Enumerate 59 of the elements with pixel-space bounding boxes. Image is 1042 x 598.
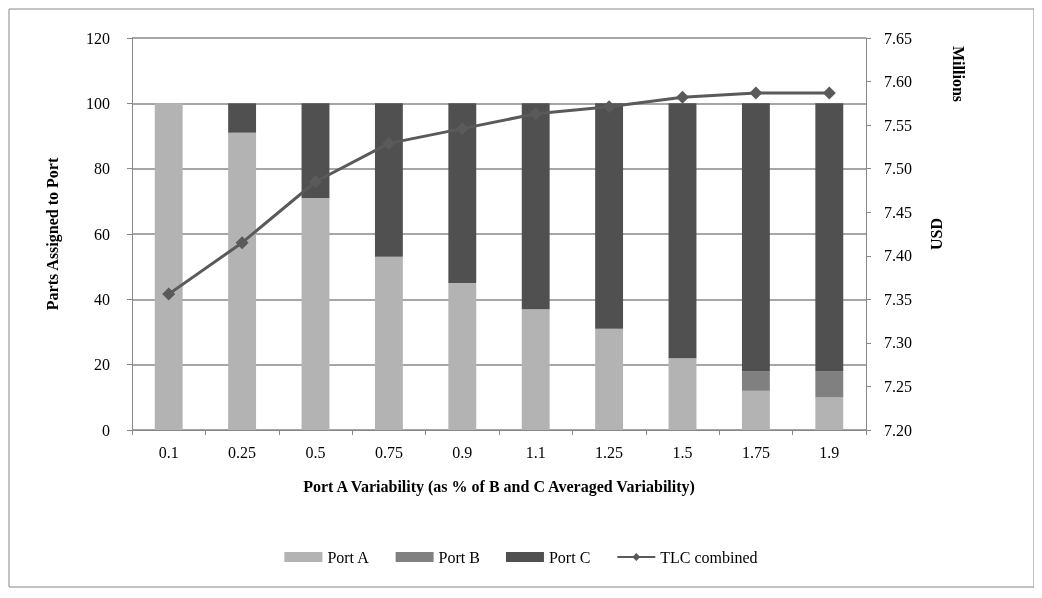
legend-label: Port C <box>548 548 591 566</box>
bar <box>741 371 770 391</box>
y2-tick-label: 7.40 <box>884 247 912 265</box>
point <box>162 287 176 301</box>
y2-tick-label: 7.65 <box>884 29 912 47</box>
y-tick-label: 120 <box>86 29 110 47</box>
y-tick-label: 20 <box>94 356 110 374</box>
legend-label: Port A <box>327 548 370 566</box>
y2-tick-label: 7.30 <box>884 334 912 352</box>
bar <box>228 132 257 430</box>
bar <box>815 103 844 372</box>
bar <box>815 371 844 398</box>
x-tick-label: 0.75 <box>374 443 403 461</box>
bar <box>448 283 477 430</box>
point <box>749 86 763 100</box>
point <box>676 90 689 104</box>
bar <box>668 358 697 430</box>
bar <box>448 103 477 283</box>
bar <box>374 103 403 257</box>
x-tick-label: 0.1 <box>158 443 179 461</box>
x-tick-label: 0.5 <box>305 443 326 461</box>
y-tick-label: 40 <box>94 290 110 308</box>
bar <box>374 256 403 430</box>
text: Millions <box>949 46 967 103</box>
x-tick-label: 0.9 <box>452 443 473 461</box>
bar <box>154 103 183 430</box>
bar <box>521 309 550 430</box>
y2-axis-title: USD <box>927 217 945 251</box>
legend-label: Port B <box>438 548 480 566</box>
bar <box>228 103 257 133</box>
bar <box>595 328 624 430</box>
bar <box>741 390 770 430</box>
y-tick-label: 60 <box>94 225 110 243</box>
x-tick-label: 0.25 <box>228 443 257 461</box>
y2-tick-label: 7.45 <box>884 203 912 221</box>
y2-tick-label: 7.60 <box>884 73 912 91</box>
y2-tick-label: 7.35 <box>884 290 912 308</box>
legend-label: TLC combined <box>660 548 758 566</box>
x-tick-label: 1.1 <box>525 443 546 461</box>
x-tick-label: 1.75 <box>741 443 770 461</box>
bar <box>301 198 330 430</box>
y-axis-title: Parts Assigned to Port <box>43 157 62 311</box>
y2-tick-label: 7.20 <box>884 421 912 439</box>
x-tick-label: 1.25 <box>595 443 624 461</box>
x-axis-title: Port A Variability (as % of B and C Averaged Variability) <box>303 477 695 496</box>
y-tick-label: 100 <box>86 94 110 112</box>
point <box>235 236 249 250</box>
bar <box>301 103 330 199</box>
y-tick-label: 80 <box>94 160 110 178</box>
point <box>602 100 616 114</box>
bar <box>815 397 844 430</box>
y2-tick-label: 7.25 <box>884 377 912 395</box>
x-tick-label: 1.9 <box>819 443 840 461</box>
bar <box>741 103 770 372</box>
x-tick-label: 1.5 <box>672 443 693 461</box>
y-tick-label: 0 <box>102 421 110 439</box>
y2-tick-label: 7.50 <box>884 160 912 178</box>
y2-tick-label: 7.55 <box>884 116 912 134</box>
point <box>822 86 836 100</box>
